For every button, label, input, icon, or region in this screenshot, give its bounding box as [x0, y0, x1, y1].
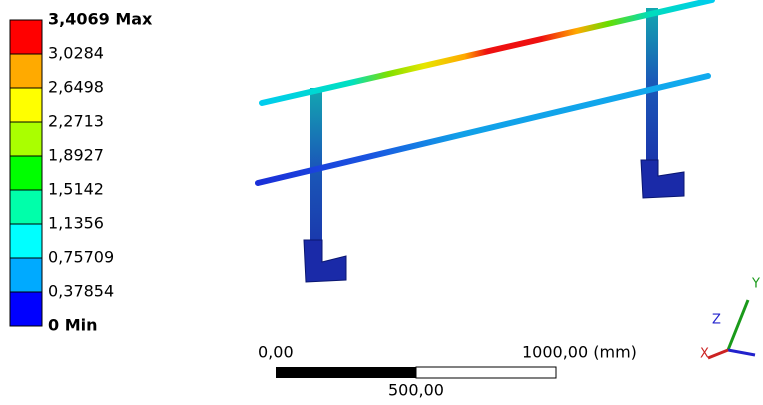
legend-label: 1,5142 [48, 180, 104, 199]
legend-band [10, 20, 42, 54]
scale-end: 1000,00 (mm) [522, 343, 637, 362]
scale-bar-white [416, 367, 556, 378]
legend-band [10, 224, 42, 258]
legend-band [10, 292, 42, 326]
right-bracket [641, 160, 684, 198]
legend-label: 1,1356 [48, 214, 104, 233]
legend-band [10, 54, 42, 88]
lower-rail [258, 76, 708, 183]
left-bracket [304, 240, 346, 282]
viewport: 3,4069 Max 3,0284 2,6498 2,2713 1,8927 1,5142… [0, 0, 763, 405]
legend-band [10, 190, 42, 224]
z-axis [728, 350, 755, 355]
z-label: Z [712, 313, 721, 328]
top-rail [262, 0, 712, 103]
legend-band [10, 122, 42, 156]
scale-bar: 0,00 1000,00 (mm) 500,00 [258, 343, 637, 400]
triad: Y Z X [700, 277, 760, 362]
scale-middle: 500,00 [388, 381, 444, 400]
y-axis [728, 300, 748, 350]
legend-label: 3,4069 Max [48, 10, 153, 29]
x-axis [708, 350, 728, 358]
x-label: X [700, 347, 709, 362]
model [258, 0, 712, 282]
legend-label: 0,75709 [48, 248, 114, 267]
legend-label: 2,6498 [48, 78, 104, 97]
legend-label: 2,2713 [48, 112, 104, 131]
legend-label: 3,0284 [48, 44, 104, 63]
legend: 3,4069 Max 3,0284 2,6498 2,2713 1,8927 1,5142… [10, 10, 153, 335]
legend-band [10, 156, 42, 190]
legend-label: 1,8927 [48, 146, 104, 165]
legend-band [10, 258, 42, 292]
y-label: Y [751, 277, 760, 292]
scale-bar-black [276, 367, 416, 378]
scale-start: 0,00 [258, 343, 294, 362]
legend-label: 0 Min [48, 316, 98, 335]
legend-label: 0,37854 [48, 282, 114, 301]
legend-band [10, 88, 42, 122]
